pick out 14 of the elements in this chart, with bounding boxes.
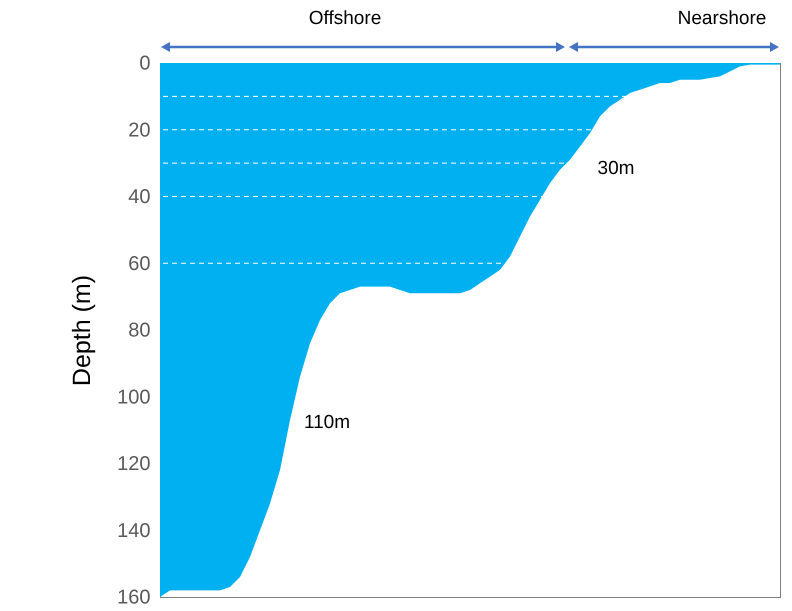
y-tick-label: 140 — [117, 520, 150, 542]
y-tick-label: 60 — [128, 252, 150, 275]
y-tick-label: 20 — [128, 119, 150, 142]
y-tick-label: 120 — [117, 453, 150, 475]
text: Nearshore — [678, 8, 766, 30]
y-axis-title: Depth (m) — [68, 274, 96, 386]
y-tick-label: 160 — [117, 586, 150, 608]
annotation: 30m — [598, 158, 634, 180]
annotation: 110m — [304, 412, 350, 434]
text: Offshore — [308, 8, 382, 30]
y-tick-label: 100 — [117, 386, 150, 408]
y-tick-label: 40 — [128, 186, 150, 208]
y-tick-label: 80 — [128, 320, 150, 342]
y-tick-label: 0 — [139, 52, 150, 74]
